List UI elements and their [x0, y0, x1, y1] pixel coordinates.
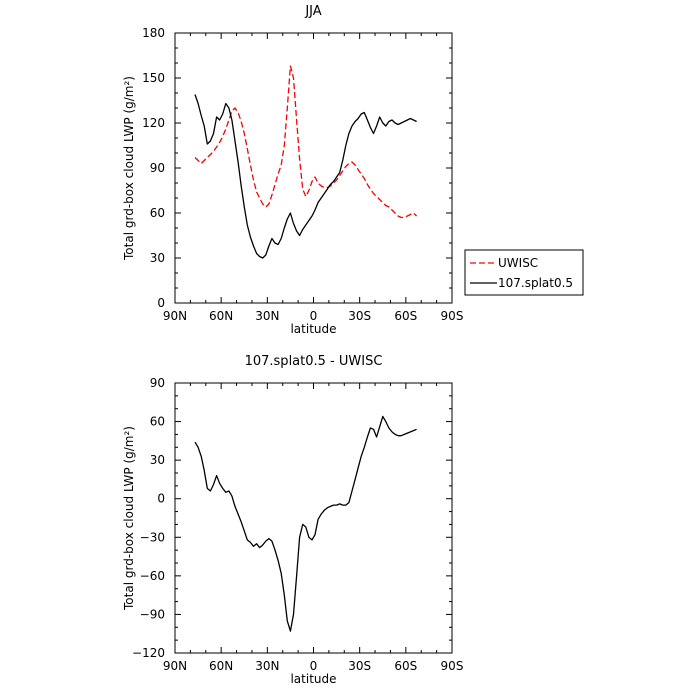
x-tick-label: 0	[310, 309, 318, 323]
x-tick-label: 60N	[209, 309, 233, 323]
x-tick-label: 30S	[348, 309, 371, 323]
x-axis-label: latitude	[290, 322, 336, 336]
plot-frame	[174, 382, 453, 654]
x-tick-label: 30N	[255, 309, 279, 323]
y-axis-label: Total grd-box cloud LWP (g/m²)	[122, 426, 136, 611]
y-tick-label: −60	[140, 569, 165, 583]
y-tick-label: 90	[150, 376, 165, 390]
legend: UWISC 107.splat0.5	[464, 249, 584, 296]
plot-frame	[174, 32, 453, 304]
y-axis-label: Total grd-box cloud LWP (g/m²)	[122, 76, 136, 261]
legend-label: 107.splat0.5	[498, 276, 573, 290]
chart-title: 107.splat0.5 - UWISC	[245, 354, 383, 369]
legend-label: UWISC	[498, 256, 538, 270]
series-line-107-splat0-5	[194, 94, 417, 259]
x-tick-label: 90S	[441, 309, 464, 323]
x-tick-label: 30N	[255, 659, 279, 673]
x-tick-label: 60N	[209, 659, 233, 673]
top-panel: 90N 60N 30N 0 30S 60S 90S 0 30 60 90 120 150 180 JJA la…	[122, 4, 584, 336]
x-tick-label: 90N	[163, 659, 187, 673]
x-tick-label: 90S	[441, 659, 464, 673]
y-tick-label: 30	[150, 453, 165, 467]
y-tick-label: 60	[150, 206, 165, 220]
x-tick-label: 0	[310, 659, 318, 673]
x-tick-label: 90N	[163, 309, 187, 323]
y-tick-label: 180	[142, 26, 165, 40]
y-tick-label: 0	[157, 492, 165, 506]
x-tick-label: 60S	[394, 309, 417, 323]
x-tick-label: 30S	[348, 659, 371, 673]
series-line-difference	[194, 415, 417, 632]
y-tick-label: 120	[142, 116, 165, 130]
x-tick-label: 60S	[394, 659, 417, 673]
legend-box	[464, 249, 584, 296]
series-line-uwisc	[194, 65, 418, 219]
y-tick-label: 60	[150, 415, 165, 429]
y-tick-label: 30	[150, 251, 165, 265]
y-tick-label: −30	[140, 530, 165, 544]
x-axis-label: latitude	[290, 672, 336, 686]
chart-title: JJA	[304, 4, 321, 19]
y-tick-label: 90	[150, 161, 165, 175]
y-tick-label: −90	[140, 607, 165, 621]
y-tick-label: −120	[132, 646, 165, 660]
y-tick-label: 0	[157, 296, 165, 310]
bottom-panel: 90N 60N 30N 0 30S 60S 90S −120 −90 −60 −30 0 30 60 90 1…	[122, 354, 463, 686]
y-tick-label: 150	[142, 71, 165, 85]
